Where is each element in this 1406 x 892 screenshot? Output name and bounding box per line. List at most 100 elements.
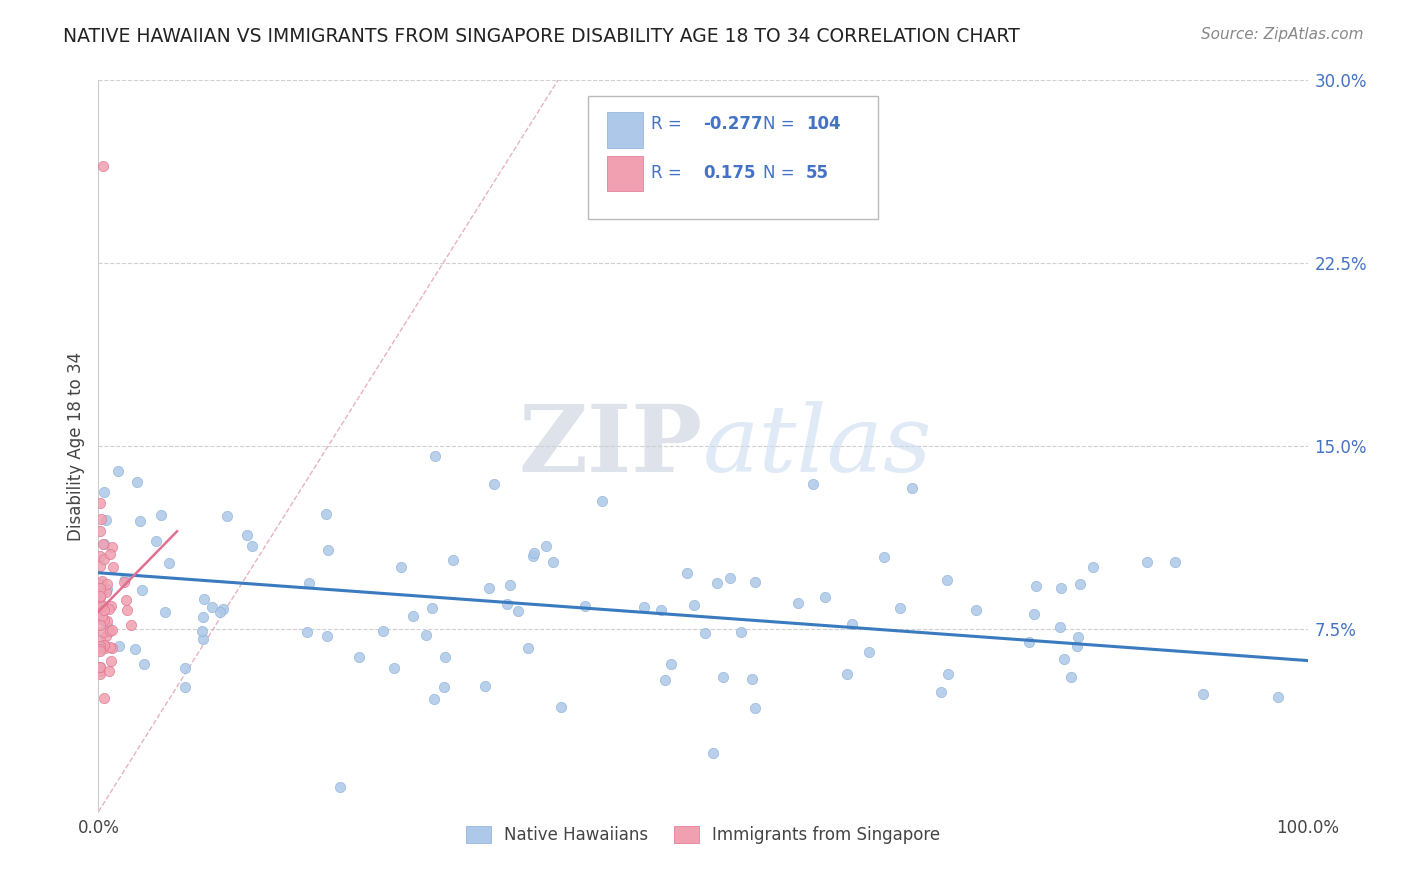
Point: [98, 624, 121, 639]
Point: [474, 679, 496, 693]
Point: [89, 660, 111, 674]
Point: [191, 632, 214, 646]
Point: [1191, 687, 1213, 701]
Point: [100, 540, 122, 554]
Point: [550, 700, 572, 714]
Point: [900, 481, 922, 495]
Point: [706, 575, 728, 590]
Point: [91, 639, 114, 653]
Text: NATIVE HAWAIIAN VS IMMIGRANTS FROM SINGAPORE DISABILITY AGE 18 TO 34 CORRELATION: NATIVE HAWAIIAN VS IMMIGRANTS FROM SINGA…: [63, 27, 1019, 45]
Point: [91, 537, 114, 551]
Point: [315, 507, 337, 521]
Point: [929, 685, 952, 699]
Point: [236, 528, 259, 542]
Point: [693, 626, 716, 640]
Point: [389, 559, 412, 574]
Point: [433, 681, 456, 695]
Point: [89, 644, 111, 658]
Point: [814, 590, 837, 604]
Point: [523, 546, 546, 560]
Point: [498, 578, 520, 592]
Point: [382, 661, 405, 675]
Point: [541, 555, 564, 569]
Point: [91, 624, 114, 639]
Point: [889, 601, 911, 615]
Point: [496, 597, 519, 611]
Point: [100, 654, 122, 668]
Point: [415, 628, 437, 642]
Point: [114, 572, 136, 586]
Point: [1066, 639, 1088, 653]
Point: [94, 513, 117, 527]
Point: [93, 552, 115, 566]
Point: [936, 667, 959, 681]
Point: [1053, 651, 1076, 665]
Point: [89, 667, 111, 681]
Point: [936, 573, 959, 587]
Point: [423, 449, 446, 463]
Point: [517, 641, 540, 656]
Y-axis label: Disability Age 18 to 34: Disability Age 18 to 34: [66, 351, 84, 541]
Point: [94, 584, 117, 599]
Point: [858, 645, 880, 659]
Point: [441, 553, 464, 567]
Point: [873, 549, 896, 564]
Point: [91, 609, 114, 624]
Point: [835, 666, 858, 681]
Point: [89, 640, 111, 654]
Point: [89, 597, 111, 611]
Point: [329, 780, 352, 795]
Point: [316, 543, 339, 558]
Point: [100, 640, 122, 655]
Point: [101, 640, 124, 655]
Point: [536, 539, 558, 553]
Point: [96, 577, 118, 591]
Point: [744, 701, 766, 715]
Point: [1025, 579, 1047, 593]
Point: [191, 610, 214, 624]
Point: [101, 560, 124, 574]
Point: [965, 602, 987, 616]
Point: [145, 534, 167, 549]
Point: [149, 508, 172, 523]
Point: [1022, 607, 1045, 622]
Point: [93, 690, 115, 705]
Point: [107, 464, 129, 478]
Point: [433, 650, 456, 665]
Text: -0.277: -0.277: [703, 115, 762, 133]
Point: [1267, 690, 1289, 704]
Point: [1067, 630, 1090, 644]
Point: [91, 598, 114, 612]
Point: [90, 587, 112, 601]
Point: [90, 574, 112, 588]
Point: [129, 515, 152, 529]
Point: [93, 638, 115, 652]
Point: [702, 746, 724, 760]
Point: [97, 601, 120, 615]
Point: [124, 641, 146, 656]
Text: 0.175: 0.175: [703, 164, 755, 182]
Text: ZIP: ZIP: [519, 401, 703, 491]
Point: [193, 592, 215, 607]
Point: [744, 574, 766, 589]
Point: [654, 673, 676, 687]
Point: [120, 617, 142, 632]
Point: [478, 581, 501, 595]
Point: [153, 605, 176, 619]
Point: [131, 582, 153, 597]
Point: [711, 670, 734, 684]
Point: [89, 659, 111, 673]
Point: [89, 576, 111, 591]
Point: [174, 661, 197, 675]
Text: N =: N =: [763, 164, 794, 182]
Point: [1163, 555, 1185, 569]
Point: [730, 624, 752, 639]
Point: [93, 638, 115, 652]
Point: [482, 477, 505, 491]
Point: [676, 566, 699, 580]
Text: 55: 55: [806, 164, 828, 182]
Point: [718, 571, 741, 585]
FancyBboxPatch shape: [588, 96, 879, 219]
Point: [89, 496, 111, 510]
Point: [422, 691, 444, 706]
